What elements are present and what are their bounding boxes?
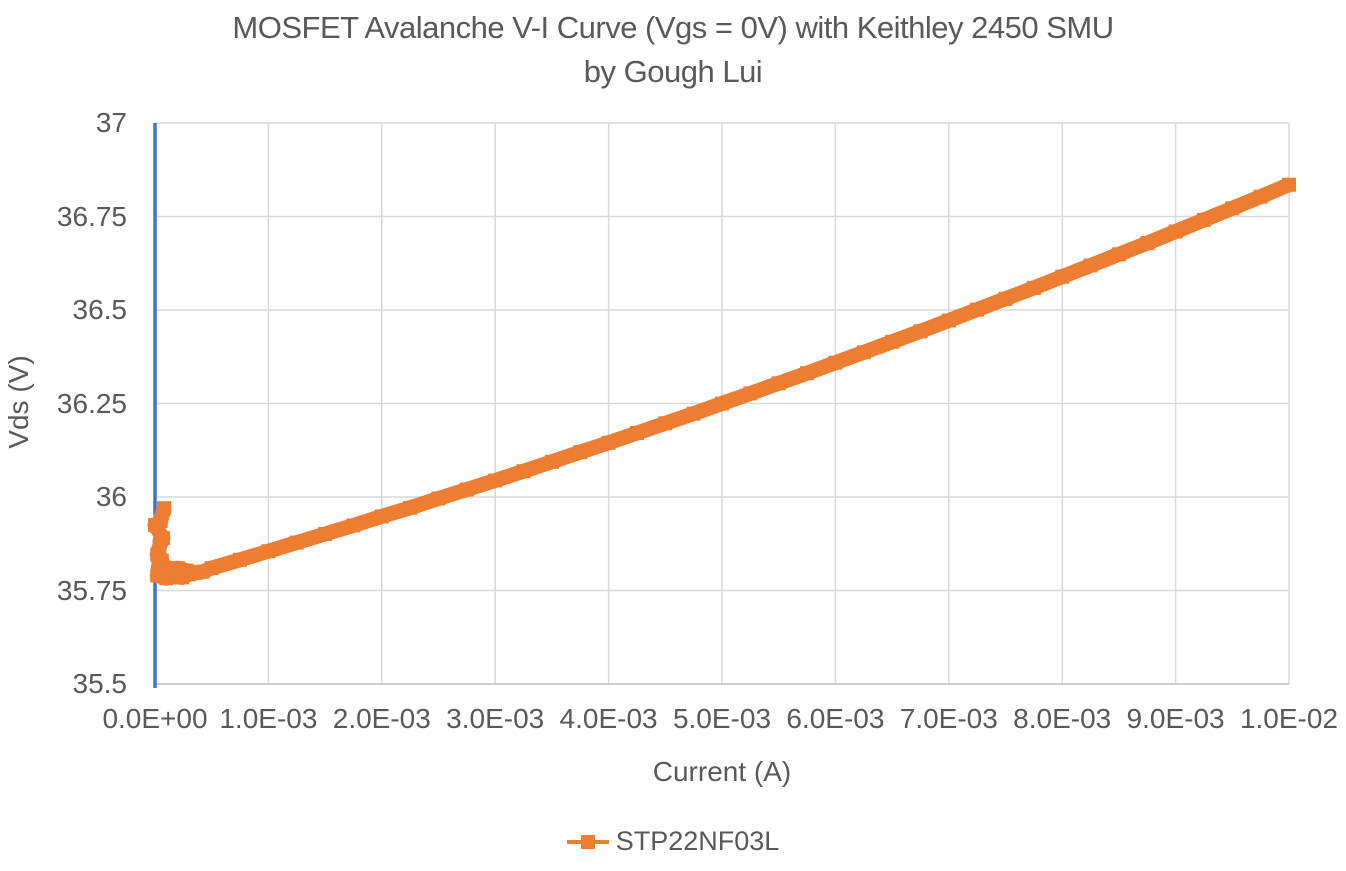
x-tick-label: 5.0E-03: [672, 703, 772, 734]
x-tick-label: 8.0E-03: [1013, 703, 1112, 734]
legend-label: STP22NF03L: [615, 826, 780, 856]
x-tick-label: 1.0E-02: [1239, 703, 1339, 734]
y-tick-label: 36.25: [56, 387, 127, 419]
x-tick-label: 1.0E-03: [219, 703, 318, 734]
x-tick-label: 0.0E+00: [102, 703, 208, 734]
x-tick-label: 7.0E-03: [899, 703, 998, 734]
y-tick-label: 36.75: [56, 200, 127, 232]
plot-area: [147, 122, 1296, 688]
y-tick-label: 36: [95, 481, 127, 512]
chart-title-line2: by Gough Lui: [583, 54, 763, 89]
y-tick-label: 35.5: [72, 668, 128, 699]
x-tick-label: 6.0E-03: [786, 703, 885, 734]
y-tick-label: 36.5: [72, 294, 128, 325]
x-tick-label: 2.0E-03: [332, 703, 431, 734]
legend: STP22NF03L: [0, 826, 1346, 857]
chart-title: MOSFET Avalanche V-I Curve (Vgs = 0V) wi…: [0, 6, 1346, 94]
x-tick-label: 9.0E-03: [1126, 703, 1225, 734]
x-tick-label: 3.0E-03: [446, 703, 545, 734]
x-tick-label: 4.0E-03: [559, 703, 658, 734]
y-tick-label: 37: [95, 107, 127, 138]
chart-title-line1: MOSFET Avalanche V-I Curve (Vgs = 0V) wi…: [232, 10, 1114, 45]
y-tick-label: 35.75: [56, 574, 127, 606]
legend-series-marker-icon: [566, 834, 609, 849]
x-axis-title: Current (A): [652, 756, 792, 787]
